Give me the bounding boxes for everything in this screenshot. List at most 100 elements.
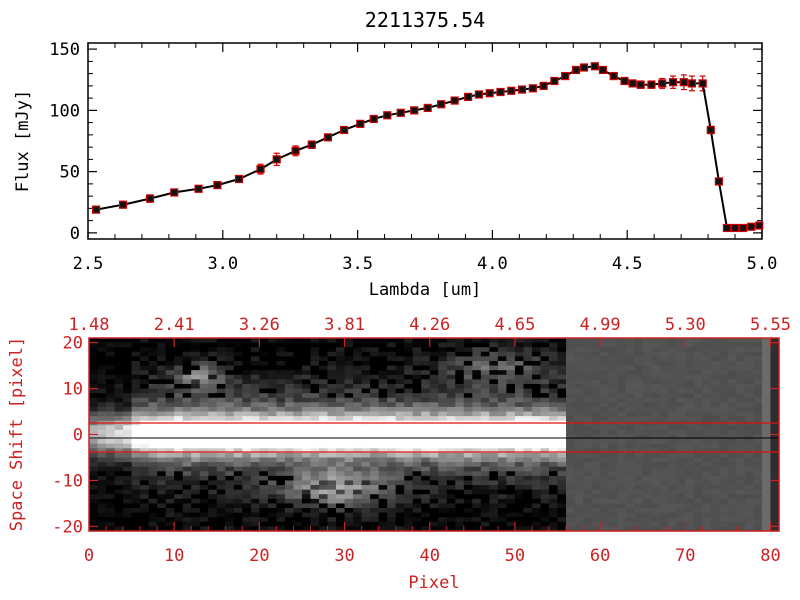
image-pixel — [523, 383, 533, 390]
image-pixel — [97, 356, 107, 362]
image-pixel — [123, 425, 133, 431]
image-pixel — [702, 508, 712, 514]
image-pixel — [472, 512, 482, 518]
image-pixel — [549, 434, 559, 440]
image-pixel — [634, 393, 644, 399]
spectrum-line — [95, 65, 760, 229]
image-pixel — [267, 443, 278, 449]
image-pixel — [395, 443, 405, 449]
image-pixel — [727, 360, 738, 367]
image-pixel — [557, 360, 567, 367]
image-pixel — [693, 448, 703, 454]
image-pixel — [429, 498, 439, 505]
image-pixel — [89, 498, 99, 505]
image-pixel — [591, 526, 601, 532]
image-pixel — [600, 443, 610, 449]
image-pixel — [148, 402, 158, 408]
spectrum-point — [256, 165, 265, 174]
image-pixel — [327, 356, 337, 362]
image-pixel — [191, 480, 201, 486]
image-pixel — [140, 347, 150, 353]
image-pixel — [719, 360, 729, 367]
image-x-tick-label: 80 — [760, 546, 780, 566]
image-pixel — [174, 517, 184, 523]
image-pixel — [267, 466, 278, 472]
image-pixel — [165, 397, 175, 403]
image-pixel — [301, 443, 312, 449]
image-pixel — [531, 471, 542, 477]
image-pixel — [259, 370, 269, 376]
image-pixel — [651, 462, 661, 468]
image-pixel — [659, 406, 669, 413]
image-pixel — [583, 351, 593, 357]
image-pixel — [208, 503, 218, 509]
image-pixel — [685, 471, 695, 477]
image-pixel — [327, 425, 337, 431]
image-pixel — [625, 374, 635, 380]
image-pixel — [191, 383, 201, 390]
image-pixel — [114, 489, 124, 495]
image-pixel — [140, 512, 150, 518]
image-pixel — [344, 429, 354, 436]
image-pixel — [140, 466, 150, 472]
image-pixel — [208, 434, 218, 440]
image-pixel — [514, 480, 525, 486]
image-pixel — [293, 466, 303, 472]
image-pixel — [540, 485, 550, 491]
image-pixel — [353, 503, 363, 509]
image-pixel — [651, 383, 661, 390]
image-pixel — [387, 521, 397, 528]
image-pixel — [523, 457, 533, 463]
image-pixel — [761, 360, 772, 367]
image-pixel — [378, 471, 388, 477]
image-pixel — [651, 402, 661, 408]
image-pixel — [327, 494, 337, 500]
image-pixel — [336, 406, 346, 413]
image-pixel — [693, 439, 703, 445]
image-pixel — [319, 480, 329, 486]
image-pixel — [157, 457, 167, 463]
spectrum-point — [647, 80, 656, 89]
image-pixel — [659, 489, 669, 495]
image-pixel — [668, 480, 678, 486]
image-pixel — [123, 517, 133, 523]
spectrum-point — [722, 223, 732, 233]
image-pixel — [404, 471, 414, 477]
image-pixel — [182, 411, 192, 417]
image-pixel — [89, 443, 99, 449]
image-pixel — [353, 416, 363, 422]
image-pixel — [412, 439, 422, 445]
image-pixel — [446, 517, 456, 523]
image-pixel — [642, 480, 652, 486]
image-pixel — [208, 489, 218, 495]
image-pixel — [480, 457, 490, 463]
image-pixel — [182, 485, 192, 491]
image-pixel — [429, 342, 439, 348]
image-pixel — [710, 521, 720, 528]
image-pixel — [148, 365, 158, 371]
image-pixel — [387, 508, 397, 514]
image-pixel — [148, 480, 158, 486]
image-pixel — [404, 494, 414, 500]
image-pixel — [106, 480, 116, 486]
image-pixel — [531, 508, 542, 514]
image-pixel — [591, 351, 601, 357]
image-pixel — [549, 517, 559, 523]
image-pixel — [617, 485, 627, 491]
image-pixel — [89, 512, 99, 518]
image-pixel — [591, 489, 601, 495]
image-pixel — [199, 402, 209, 408]
image-pixel — [710, 351, 720, 357]
image-pixel — [693, 494, 703, 500]
image-pixel — [259, 425, 269, 431]
image-pixel — [710, 448, 720, 454]
image-pixel — [531, 388, 542, 394]
image-pixel — [327, 452, 337, 459]
image-pixel — [651, 512, 661, 518]
image-pixel — [131, 388, 141, 394]
image-pixel — [310, 374, 320, 380]
image-pixel — [429, 383, 439, 390]
image-pixel — [719, 383, 729, 390]
image-pixel — [208, 494, 218, 500]
image-pixel — [353, 494, 363, 500]
